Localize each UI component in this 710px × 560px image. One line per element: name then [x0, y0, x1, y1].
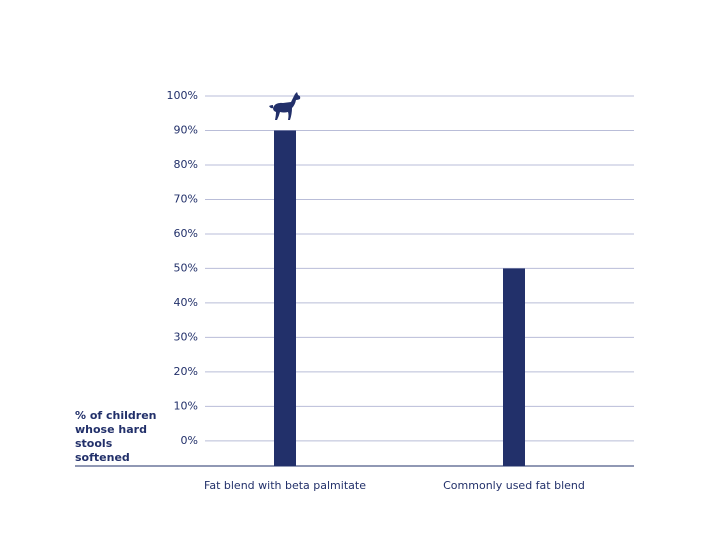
goat-icon [269, 92, 301, 120]
y-tick-label: 80% [174, 158, 198, 171]
y-tick-label: 40% [174, 296, 198, 309]
y-tick-label: 100% [167, 89, 198, 102]
y-axis-label: % of children whose hard stools softened [75, 409, 157, 464]
bar [503, 268, 525, 466]
y-tick-label: 20% [174, 365, 198, 378]
y-tick-label: 60% [174, 227, 198, 240]
y-tick-label: 0% [181, 434, 198, 447]
bar [274, 130, 296, 467]
y-tick-label: 90% [174, 123, 198, 136]
x-tick-label: Commonly used fat blend [443, 479, 585, 492]
y-tick-label: 50% [174, 261, 198, 274]
x-tick-label: Fat blend with beta palmitate [204, 479, 366, 492]
y-tick-label: 70% [174, 192, 198, 205]
y-tick-label: 10% [174, 399, 198, 412]
y-tick-label: 30% [174, 330, 198, 343]
